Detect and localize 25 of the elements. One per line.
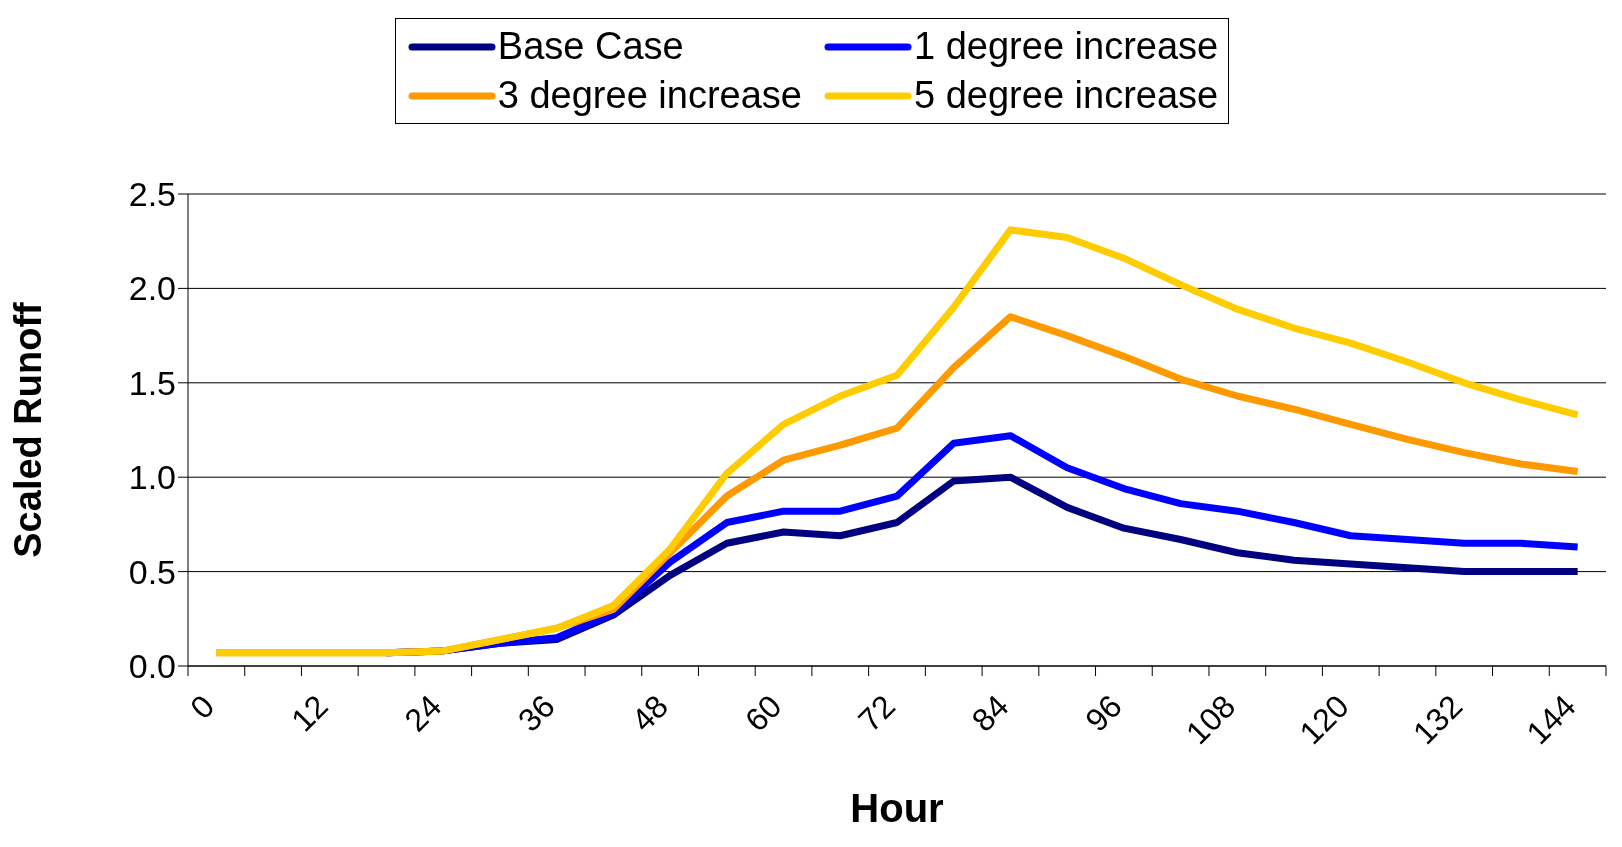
x-tick-label: 144	[1519, 687, 1583, 752]
x-tick-label: 48	[624, 687, 676, 739]
x-tick-label: 60	[737, 687, 789, 739]
y-tick-label: 1.0	[128, 458, 176, 497]
x-tick-label: 24	[397, 687, 449, 739]
x-tick-label: 120	[1292, 687, 1356, 752]
legend-label: Base Case	[497, 25, 684, 68]
x-axis-title: Hour	[850, 786, 944, 830]
y-tick-label: 0.0	[128, 647, 176, 686]
y-tick-label: 0.5	[128, 552, 176, 591]
y-tick-label: 1.5	[128, 363, 176, 402]
x-tick-label: 12	[284, 687, 335, 739]
x-tick-label: 108	[1179, 687, 1243, 752]
y-tick-label: 2.5	[128, 175, 176, 214]
y-tick-label: 2.0	[128, 269, 176, 308]
x-tick-label: 72	[851, 687, 902, 739]
x-tick-label: 132	[1405, 687, 1470, 752]
y-axis-title: Scaled Runoff	[7, 301, 50, 558]
x-tick-label: 0	[183, 687, 222, 726]
legend-label: 3 degree increase	[497, 74, 802, 117]
legend-label: 1 degree increase	[914, 25, 1219, 68]
legend-label: 5 degree increase	[914, 74, 1219, 117]
x-tick-label: 96	[1078, 687, 1129, 739]
x-tick-label: 36	[511, 687, 562, 739]
x-tick-label: 84	[964, 687, 1016, 739]
